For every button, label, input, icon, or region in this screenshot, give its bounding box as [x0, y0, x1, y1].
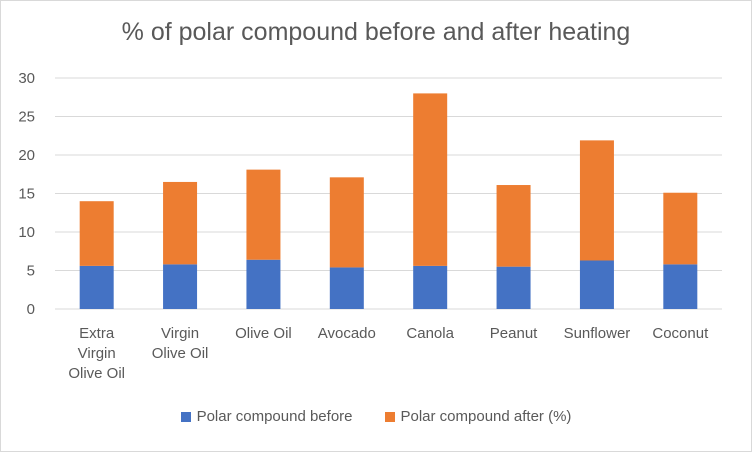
x-tick-label: Virgin — [78, 345, 116, 362]
bar-before — [413, 265, 448, 309]
chart-title: % of polar compound before and after hea… — [121, 18, 631, 46]
bar-before — [329, 267, 364, 309]
bar-after — [496, 185, 531, 267]
bar-after — [246, 169, 281, 260]
x-tick-label: Olive Oil — [68, 365, 125, 382]
legend-swatch-before — [180, 411, 191, 422]
x-tick-label: Olive Oil — [235, 325, 292, 342]
legend-item-before: Polar compound before — [180, 408, 353, 425]
y-tick-label: 5 — [27, 263, 35, 280]
y-tick-label: 25 — [18, 109, 35, 126]
bar-after — [413, 93, 448, 266]
bar-after — [329, 177, 364, 268]
legend-item-after: Polar compound after (%) — [384, 408, 572, 425]
y-tick-label: 20 — [18, 147, 35, 164]
bar-before — [663, 264, 698, 309]
x-tick-label: Sunflower — [564, 325, 631, 342]
bar-before — [579, 260, 614, 309]
x-tick-label: Olive Oil — [152, 345, 209, 362]
y-tick-label: 10 — [18, 224, 35, 241]
bar-before — [79, 265, 114, 309]
x-tick-label: Avocado — [318, 325, 376, 342]
bar-after — [79, 201, 114, 266]
bar-after — [163, 181, 198, 265]
legend-label-after: Polar compound after (%) — [400, 408, 572, 425]
x-tick-label: Canola — [406, 325, 454, 342]
bar-before — [163, 264, 198, 309]
y-tick-label: 30 — [18, 70, 35, 87]
bar-after — [579, 140, 614, 261]
bar-before — [246, 259, 281, 309]
x-tick-label: Virgin — [161, 325, 199, 342]
y-tick-label: 0 — [27, 301, 35, 318]
x-tick-label: Extra — [79, 325, 115, 342]
bar-after — [663, 192, 698, 265]
x-tick-label: Coconut — [652, 325, 709, 342]
y-tick-label: 15 — [18, 186, 35, 203]
legend: Polar compound before Polar compound aft… — [0, 408, 752, 425]
x-tick-label: Peanut — [490, 325, 538, 342]
legend-swatch-after — [384, 411, 395, 422]
legend-label-before: Polar compound before — [196, 408, 353, 425]
bar-before — [496, 266, 531, 309]
